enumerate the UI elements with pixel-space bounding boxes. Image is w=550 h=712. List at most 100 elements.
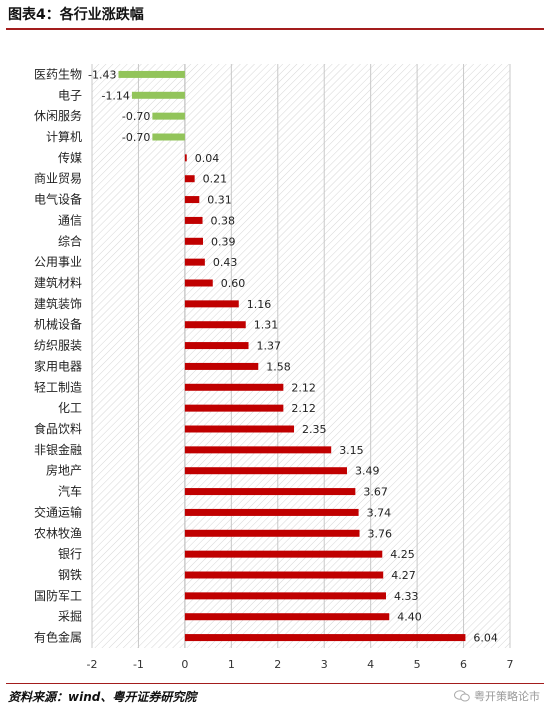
value-label: 3.67	[363, 486, 388, 499]
bar	[184, 342, 249, 350]
value-label: -1.14	[101, 89, 129, 102]
x-tick-label: 1	[228, 658, 235, 671]
x-tick-label: 3	[321, 658, 328, 671]
value-label: 0.43	[213, 256, 238, 269]
bar	[152, 133, 185, 141]
bar	[184, 362, 259, 370]
category-label: 机械设备	[34, 317, 82, 332]
wechat-icon	[454, 690, 470, 702]
value-label: 1.58	[266, 360, 291, 373]
bar	[184, 467, 347, 475]
bar	[184, 383, 284, 391]
bar	[184, 425, 295, 433]
category-label: 银行	[58, 547, 82, 561]
category-label: 电子	[58, 88, 82, 102]
value-label: 3.15	[339, 444, 364, 457]
value-label: 3.49	[355, 465, 380, 478]
bar	[184, 321, 246, 329]
value-label: 1.16	[247, 298, 272, 311]
bar	[184, 571, 384, 579]
value-label: -1.43	[88, 68, 116, 81]
bar	[184, 279, 213, 287]
category-label: 农林牧渔	[34, 526, 82, 540]
bar	[184, 550, 383, 558]
bar	[184, 488, 356, 496]
category-label: 化工	[58, 401, 82, 415]
x-tick-label: 2	[274, 658, 281, 671]
category-label: 休闲服务	[34, 108, 82, 123]
category-label: 建筑材料	[34, 275, 82, 290]
value-label: 2.12	[291, 402, 316, 415]
category-label: 公用事业	[34, 255, 82, 269]
chart-title: 图表4：各行业涨跌幅	[8, 7, 144, 23]
value-label: 0.21	[203, 173, 228, 186]
bar	[184, 154, 187, 162]
category-label: 钢铁	[58, 568, 82, 582]
title-divider	[6, 28, 544, 30]
bar	[184, 529, 360, 537]
bar	[184, 508, 359, 516]
bar	[184, 196, 200, 204]
value-label: 2.35	[302, 423, 327, 436]
source-note: 资料来源：wind、粤开证券研究院	[8, 690, 197, 704]
category-label: 房地产	[46, 463, 82, 478]
value-label: 0.38	[211, 214, 236, 227]
value-label: 1.37	[257, 340, 282, 353]
category-label: 电气设备	[34, 192, 82, 207]
bar	[184, 216, 203, 224]
watermark-text: 粤开策略论市	[474, 690, 540, 703]
bar	[184, 613, 390, 621]
value-label: 0.39	[211, 235, 236, 248]
category-label: 汽车	[58, 484, 82, 499]
bar	[184, 592, 386, 600]
value-label: 4.25	[390, 548, 415, 561]
bar	[184, 404, 284, 412]
value-label: -0.70	[122, 131, 150, 144]
bar	[184, 175, 195, 183]
bar	[152, 112, 185, 120]
value-label: 0.04	[195, 152, 220, 165]
bar	[184, 300, 239, 308]
value-label: -0.70	[122, 110, 150, 123]
watermark: 粤开策略论市	[454, 688, 540, 704]
category-label: 综合	[58, 233, 82, 248]
category-label: 家用电器	[34, 358, 82, 373]
bar	[118, 70, 185, 78]
category-label: 国防军工	[34, 588, 82, 603]
value-label: 4.40	[397, 611, 422, 624]
plot-area	[92, 64, 510, 648]
x-tick-label: 6	[460, 658, 467, 671]
value-label: 6.04	[473, 632, 498, 645]
category-label: 轻工制造	[34, 380, 82, 394]
category-label: 商业贸易	[34, 171, 82, 186]
x-tick-label: 7	[507, 658, 514, 671]
value-label: 0.31	[207, 194, 232, 207]
value-label: 4.27	[391, 569, 416, 582]
value-label: 3.76	[368, 527, 393, 540]
value-label: 0.60	[221, 277, 246, 290]
category-label: 有色金属	[34, 630, 82, 645]
value-label: 1.31	[254, 319, 279, 332]
category-label: 食品饮料	[34, 421, 82, 436]
x-tick-label: -2	[87, 658, 98, 671]
category-label: 建筑装饰	[34, 296, 82, 311]
category-label: 传媒	[58, 150, 82, 165]
bar	[184, 446, 332, 454]
bar-chart: 医药生物电子休闲服务计算机传媒商业贸易电气设备通信综合公用事业建筑材料建筑装饰机…	[34, 64, 514, 671]
category-label: 通信	[58, 213, 82, 227]
x-tick-label: 4	[367, 658, 374, 671]
bar	[184, 634, 466, 642]
category-label: 计算机	[46, 129, 82, 144]
category-label: 采掘	[58, 609, 82, 624]
category-label: 医药生物	[34, 67, 82, 81]
category-label: 非银金融	[34, 442, 82, 457]
bar	[184, 237, 204, 245]
bar	[184, 258, 205, 266]
category-label: 纺织服装	[34, 339, 82, 353]
value-label: 4.33	[394, 590, 419, 603]
category-label: 交通运输	[34, 504, 82, 519]
value-label: 3.74	[367, 506, 392, 519]
x-tick-label: -1	[133, 658, 144, 671]
x-tick-label: 5	[414, 658, 421, 671]
source-divider	[6, 683, 544, 684]
